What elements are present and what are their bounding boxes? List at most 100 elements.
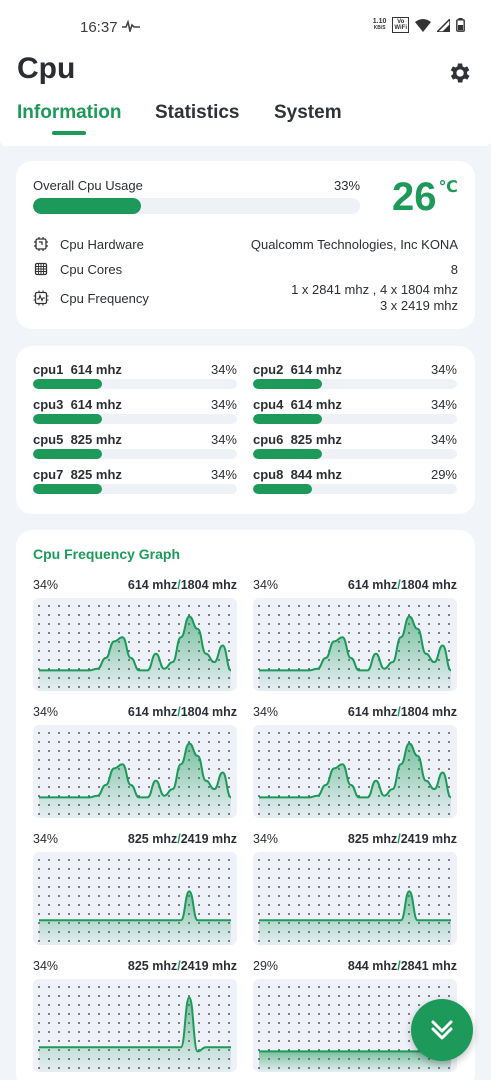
grid-dot xyxy=(58,986,60,988)
grid-dot xyxy=(178,1004,180,1006)
grid-dot xyxy=(328,750,330,752)
frequency-graph-1: 34% 614 mhz/1804 mhz xyxy=(33,578,237,694)
grid-dot xyxy=(128,741,130,743)
grid-dot xyxy=(98,759,100,761)
vowifi-top: Vo xyxy=(397,19,405,25)
grid-dot xyxy=(398,1031,400,1033)
grid-dot xyxy=(218,768,220,770)
grid-dot xyxy=(168,913,170,915)
grid-dot xyxy=(38,1022,40,1024)
scroll-down-button[interactable] xyxy=(411,999,473,1061)
grid-dot xyxy=(158,1013,160,1015)
grid-dot xyxy=(398,1022,400,1024)
grid-dot xyxy=(38,659,40,661)
grid-dot xyxy=(408,732,410,734)
grid-dot xyxy=(138,1022,140,1024)
gear-icon[interactable] xyxy=(446,60,472,86)
grid-dot xyxy=(318,1040,320,1042)
grid-dot xyxy=(448,650,450,652)
grid-dot xyxy=(298,786,300,788)
grid-dot xyxy=(208,986,210,988)
grid-dot xyxy=(108,859,110,861)
grid-dot xyxy=(178,605,180,607)
graph-plot xyxy=(258,605,452,691)
grid-dot xyxy=(88,623,90,625)
grid-dot xyxy=(158,1022,160,1024)
graph-canvas xyxy=(33,852,237,945)
tab-information[interactable]: Information xyxy=(17,102,122,123)
grid-dot xyxy=(98,995,100,997)
grid-dot xyxy=(218,868,220,870)
grid-dot xyxy=(78,859,80,861)
grid-dot xyxy=(78,777,80,779)
grid-dot xyxy=(78,659,80,661)
grid-dot xyxy=(98,768,100,770)
graph-plot xyxy=(258,859,451,945)
grid-dot xyxy=(358,614,360,616)
cores-icon xyxy=(34,262,48,276)
grid-dot xyxy=(438,623,440,625)
grid-dot xyxy=(358,1031,360,1033)
grid-dot xyxy=(438,868,440,870)
grid-dot xyxy=(318,1013,320,1015)
grid-dot xyxy=(308,904,310,906)
grid-dot xyxy=(268,995,270,997)
core-progress-fill xyxy=(253,484,313,494)
grid-dot xyxy=(108,759,110,761)
grid-dot xyxy=(108,1022,110,1024)
grid-dot xyxy=(358,1013,360,1015)
grid-dot xyxy=(318,877,320,879)
grid-dot xyxy=(288,995,290,997)
grid-dot xyxy=(268,632,270,634)
grid-dot xyxy=(188,986,190,988)
grid-dot xyxy=(88,986,90,988)
grid-dot xyxy=(388,732,390,734)
grid-dot xyxy=(168,650,170,652)
tab-statistics[interactable]: Statistics xyxy=(155,102,240,123)
grid-dot xyxy=(288,768,290,770)
grid-dot xyxy=(388,913,390,915)
graph-plot xyxy=(38,986,231,1072)
grid-dot xyxy=(38,741,40,743)
grid-dot xyxy=(338,741,340,743)
info-label-frequency: Cpu Frequency xyxy=(60,291,149,306)
grid-dot xyxy=(398,732,400,734)
grid-dot xyxy=(68,859,70,861)
grid-dot xyxy=(278,650,280,652)
grid-dot xyxy=(78,623,80,625)
grid-dot xyxy=(138,877,140,879)
grid-dot xyxy=(58,641,60,643)
grid-dot xyxy=(128,641,130,643)
grid-dot xyxy=(368,1013,370,1015)
grid-dot xyxy=(98,641,100,643)
grid-dot xyxy=(78,741,80,743)
grid-dot xyxy=(118,1040,120,1042)
frequency-icon xyxy=(33,290,49,306)
grid-dot xyxy=(398,605,400,607)
grid-dot xyxy=(448,877,450,879)
grid-dot xyxy=(168,750,170,752)
grid-dot xyxy=(38,1004,40,1006)
grid-dot xyxy=(208,777,210,779)
core-label: cpu3 614 mhz xyxy=(33,397,122,412)
grid-dot xyxy=(368,868,370,870)
graph-current-frequency: 614 mhz xyxy=(127,578,178,592)
grid-dot xyxy=(68,659,70,661)
grid-dot xyxy=(448,886,450,888)
grid-dot xyxy=(258,1040,260,1042)
grid-dot xyxy=(48,605,50,607)
info-value-frequency-line-1: 1 x 2841 mhz , 4 x 1804 mhz xyxy=(291,282,458,297)
grid-dot xyxy=(78,750,80,752)
grid-dot xyxy=(118,877,120,879)
grid-dot xyxy=(278,1022,280,1024)
grid-dot xyxy=(148,904,150,906)
grid-dot xyxy=(338,614,340,616)
grid-dot xyxy=(328,868,330,870)
grid-dot xyxy=(398,1004,400,1006)
grid-dot xyxy=(318,614,320,616)
tab-system[interactable]: System xyxy=(274,102,342,123)
core-name: cpu7 xyxy=(33,467,64,482)
grid-dot xyxy=(268,913,270,915)
grid-dot xyxy=(58,759,60,761)
grid-dot xyxy=(158,614,160,616)
